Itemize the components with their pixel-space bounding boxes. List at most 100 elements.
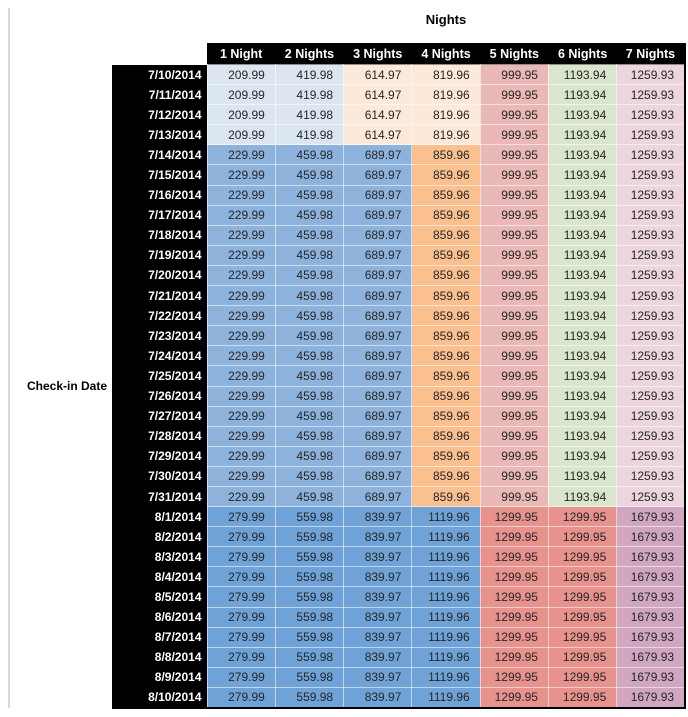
price-cell: 859.96 (411, 465, 481, 487)
price-cell: 1259.93 (616, 285, 686, 307)
column-header-5-nights: 5 Nights (480, 43, 549, 65)
price-cell: 1259.93 (616, 224, 686, 246)
price-cell: 1193.94 (547, 204, 618, 226)
price-cell: 689.97 (343, 305, 413, 327)
left-gridline (8, 8, 10, 708)
price-cell: 279.99 (206, 606, 276, 628)
price-cell: 419.98 (274, 84, 345, 106)
price-cell: 689.97 (343, 244, 413, 266)
price-cell: 1119.96 (411, 646, 481, 668)
price-cell: 999.95 (479, 224, 549, 246)
price-cell: 459.98 (274, 365, 345, 387)
column-header-3-nights: 3 Nights (343, 43, 412, 65)
price-cell: 1259.93 (616, 124, 686, 146)
price-cell: 839.97 (343, 646, 413, 668)
row-date-header: 7/24/2014 (112, 345, 207, 366)
price-cell: 1119.96 (411, 566, 481, 588)
price-cell: 1299.95 (547, 646, 618, 668)
price-cell: 999.95 (479, 244, 549, 266)
price-cell: 689.97 (343, 465, 413, 487)
table-title: Nights (425, 12, 467, 27)
table-row: 7/31/2014 229.99 459.98 689.97 859.96 999.95 1… (112, 485, 686, 508)
price-cell: 999.95 (479, 124, 549, 146)
price-cell: 1259.93 (616, 204, 686, 226)
price-cell: 279.99 (206, 586, 276, 608)
price-cell: 459.98 (274, 425, 345, 447)
price-cell: 999.95 (479, 164, 549, 186)
price-cell: 1193.94 (547, 465, 618, 487)
price-cell: 559.98 (274, 606, 345, 628)
price-cell: 459.98 (274, 224, 345, 246)
price-cell: 1299.95 (479, 506, 549, 528)
price-cell: 1259.93 (616, 305, 686, 327)
price-cell: 1299.95 (479, 586, 549, 608)
price-cell: 1259.93 (616, 144, 686, 166)
column-header-2-nights: 2 Nights (275, 43, 344, 65)
price-cell: 859.96 (411, 164, 481, 186)
price-cell: 459.98 (274, 244, 345, 266)
price-cell: 1193.94 (547, 184, 618, 206)
price-cell: 229.99 (206, 385, 276, 407)
price-cell: 1299.95 (479, 606, 549, 628)
price-cell: 859.96 (411, 405, 481, 427)
price-cell: 1299.95 (479, 526, 549, 548)
corner-cell (112, 43, 207, 65)
table-row: 7/12/2014 209.99 419.98 614.97 819.96 999.95 1… (112, 104, 686, 126)
price-cell: 229.99 (206, 164, 276, 186)
price-cell: 689.97 (343, 184, 413, 206)
row-date-header: 7/18/2014 (112, 225, 207, 246)
price-cell: 859.96 (411, 385, 481, 407)
price-cell: 1299.95 (547, 606, 618, 628)
row-date-header: 8/6/2014 (112, 607, 207, 628)
price-cell: 999.95 (479, 264, 549, 287)
price-cell: 839.97 (343, 666, 413, 688)
column-header-6-nights: 6 Nights (548, 43, 617, 65)
price-cell: 459.98 (274, 385, 345, 407)
row-date-header: 7/15/2014 (112, 164, 207, 186)
table-row: 7/18/2014 229.99 459.98 689.97 859.96 999.95 1… (112, 224, 686, 246)
price-cell: 1679.93 (616, 646, 686, 668)
price-cell: 229.99 (206, 465, 276, 487)
price-cell: 689.97 (343, 485, 413, 508)
price-cell: 279.99 (206, 646, 276, 668)
price-cell: 1259.93 (616, 164, 686, 186)
price-cell: 1259.93 (616, 325, 686, 347)
price-cell: 459.98 (274, 285, 345, 307)
row-date-header: 7/13/2014 (112, 124, 207, 145)
price-cell: 999.95 (479, 405, 549, 427)
price-cell: 419.98 (274, 104, 345, 126)
price-cell: 1299.95 (479, 646, 549, 668)
row-date-header: 7/25/2014 (112, 365, 207, 386)
price-cell: 614.97 (343, 63, 413, 86)
price-cell: 1679.93 (616, 666, 686, 688)
price-cell: 1299.95 (479, 546, 549, 568)
price-cell: 229.99 (206, 305, 276, 327)
price-cell: 1193.94 (547, 84, 618, 106)
price-cell: 999.95 (479, 365, 549, 387)
price-cell: 459.98 (274, 345, 345, 367)
row-date-header: 7/26/2014 (112, 386, 207, 407)
table-row: 7/17/2014 229.99 459.98 689.97 859.96 999.95 1… (112, 204, 686, 226)
price-cell: 689.97 (343, 264, 413, 287)
price-cell: 459.98 (274, 184, 345, 206)
row-date-header: 7/14/2014 (112, 144, 207, 165)
table-row: 7/29/2014 229.99 459.98 689.97 859.96 999.95 1… (112, 445, 686, 467)
price-cell: 999.95 (479, 485, 549, 508)
price-cell: 1259.93 (616, 264, 686, 287)
row-date-header: 8/4/2014 (112, 566, 207, 587)
row-axis-label: Check-in Date (26, 379, 107, 393)
price-cell: 279.99 (206, 566, 276, 588)
price-cell: 999.95 (479, 385, 549, 407)
price-cell: 459.98 (274, 164, 345, 186)
price-cell: 209.99 (206, 124, 276, 146)
price-cell: 689.97 (343, 204, 413, 226)
price-cell: 1193.94 (547, 164, 618, 186)
row-date-header: 8/2/2014 (112, 526, 207, 547)
price-cell: 689.97 (343, 425, 413, 447)
table-row: 8/8/2014 279.99 559.98 839.97 1119.96 1299.95… (112, 646, 686, 668)
row-date-header: 8/9/2014 (112, 667, 207, 688)
price-cell: 614.97 (343, 84, 413, 106)
table-row: 7/25/2014 229.99 459.98 689.97 859.96 999.95 1… (112, 365, 686, 387)
price-cell: 459.98 (274, 204, 345, 226)
price-cell: 1259.93 (616, 345, 686, 367)
